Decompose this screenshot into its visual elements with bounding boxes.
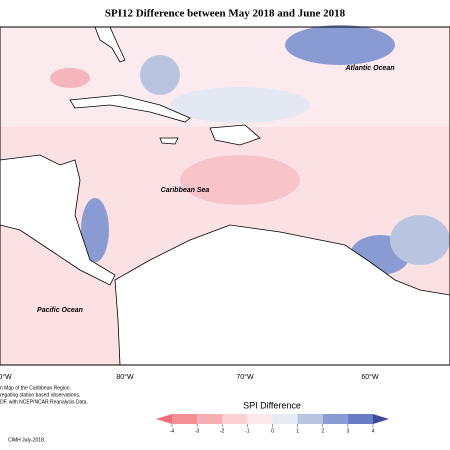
footnote-line: regating station based observations, (0, 392, 80, 398)
ocean-label: Atlantic Ocean (344, 65, 394, 72)
legend-arrow (373, 414, 389, 424)
legend-tick-label: 4 (372, 428, 375, 434)
legend-title: SPI Difference (243, 400, 301, 410)
map: Atlantic Ocean Caribbean Sea Pacific Oce… (0, 25, 450, 381)
central-america (0, 154, 116, 286)
sea-label: Caribbean Sea (161, 187, 210, 194)
field-blue (285, 25, 395, 65)
legend: -4 -3 -2 -1 0 1 2 3 4 (156, 414, 389, 434)
map-frame (0, 26, 450, 366)
longitude-label: 80°W (116, 373, 134, 381)
legend-tick-label: 3 (346, 428, 349, 434)
legend-bin (272, 414, 298, 424)
legend-bin (222, 414, 248, 424)
legend-bin (297, 414, 323, 424)
field-blue (390, 215, 450, 265)
title: SPI12 Difference between May 2018 and Ju… (105, 8, 346, 20)
florida (94, 26, 126, 63)
field-pink (180, 155, 300, 205)
legend-tick-label: -1 (245, 428, 250, 434)
longitude-label: 0°W (0, 373, 12, 381)
legend-tick-label: -3 (195, 428, 200, 434)
field-light-blue (170, 87, 310, 123)
legend-tick-label: 1 (296, 428, 299, 434)
hispaniola (209, 124, 261, 146)
longitude-label: 60°W (361, 373, 379, 381)
footnote-line: DF, with NCEP/NCAR Reanalysis Data. (0, 399, 88, 405)
legend-bin (322, 414, 348, 424)
legend-tick-label: -4 (170, 428, 175, 434)
field-blue (140, 55, 180, 95)
footnote-line: n Map of the Caribbean Region. (0, 385, 71, 391)
field-pink (50, 68, 90, 88)
legend-bin (347, 414, 373, 424)
jamaica (159, 137, 179, 145)
credit: CIMH July-2018 (8, 437, 44, 443)
legend-tick-label: -2 (220, 428, 225, 434)
legend-arrow (156, 414, 172, 424)
field-blue (81, 198, 109, 262)
legend-tick-label: 2 (321, 428, 324, 434)
legend-bin (197, 414, 223, 424)
longitude-label: 70°W (236, 373, 254, 381)
cuba (69, 94, 191, 123)
legend-tick-label: 0 (271, 428, 274, 434)
legend-bin (172, 414, 198, 424)
legend-bin (247, 414, 273, 424)
ocean-label: Pacific Ocean (37, 307, 83, 314)
